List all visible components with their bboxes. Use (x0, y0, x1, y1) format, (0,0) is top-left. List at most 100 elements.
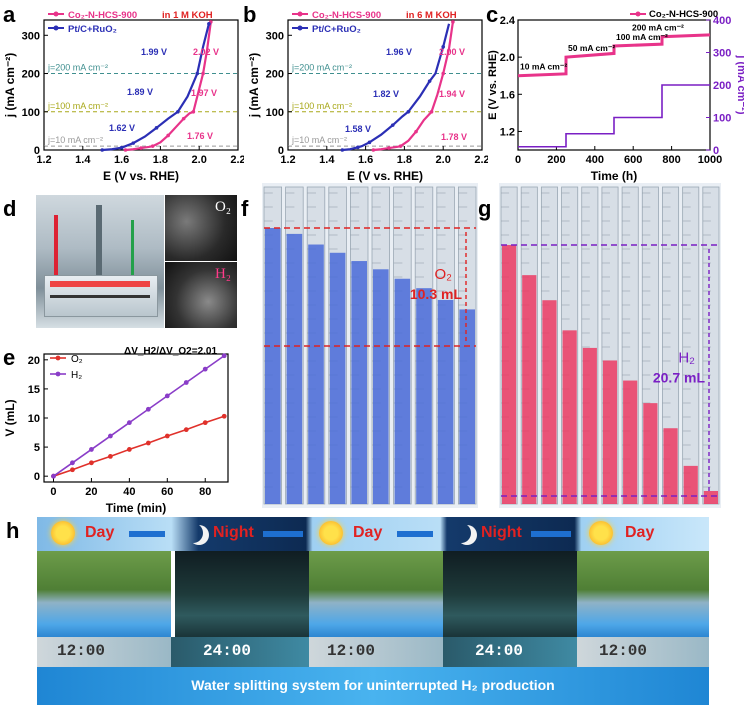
series-point (202, 420, 208, 426)
tube-liquid (562, 330, 577, 504)
x-tick-label: 1000 (698, 154, 722, 166)
arrow-right-icon (531, 531, 571, 537)
sun-icon (589, 521, 613, 545)
arrow-right-icon (129, 531, 165, 537)
moon-icon (451, 523, 471, 543)
legend-label: Pt/C+RuO₂ (68, 24, 117, 35)
annotation-label: 1.82 V (373, 89, 399, 99)
legend-marker (53, 25, 59, 31)
x-tick-label: 1.4 (319, 154, 335, 166)
tube-liquid (663, 428, 678, 504)
panel-label-f: f (241, 196, 249, 221)
series-point (107, 433, 113, 439)
chart-e-gas-volume: 0 20 40 60 80 0 5 10 15 20 Time (min) V (mL) O₂ H₂ ΔV_… (3, 346, 229, 515)
moon-icon (183, 523, 203, 543)
annotation-label: 1.76 V (187, 131, 213, 141)
annotation-label: 1.78 V (441, 132, 467, 142)
y-tick-label: 15 (28, 384, 40, 396)
annotation-label: 10 mA cm⁻² (520, 62, 567, 72)
sun-icon (319, 521, 343, 545)
reference-label: j=100 mA cm⁻² (291, 101, 352, 111)
y-tick-label: 20 (28, 355, 40, 367)
reference-label: j=10 mA cm⁻² (291, 135, 347, 145)
volume-label: 20.7 mL (653, 370, 706, 386)
x-tick-label: 1.2 (280, 154, 295, 166)
banner-caption: Water splitting system for uninterrupted… (191, 677, 555, 693)
plot-frame (43, 19, 239, 151)
reference-label: j=200 mA cm⁻² (291, 63, 352, 73)
x-tick-label: 40 (123, 486, 135, 498)
tube-liquid (265, 228, 281, 504)
tube-liquid (308, 244, 324, 504)
plot-frame (287, 19, 483, 151)
y-tick-label: 2.4 (500, 15, 516, 27)
legend-marker (55, 371, 61, 377)
series-point (191, 109, 196, 114)
series-point (166, 133, 170, 138)
series-point (398, 144, 403, 148)
series-point (340, 148, 345, 152)
clock-4 (443, 637, 577, 667)
x-tick-label: 0 (515, 154, 521, 166)
volume-label: 10.3 mL (410, 286, 463, 302)
y-tick-label: 5 (34, 442, 40, 454)
series-point (427, 79, 432, 83)
legend-marker (53, 11, 59, 17)
y-tick-label: 100 (266, 107, 284, 119)
annotation-label: 200 mA cm⁻² (632, 23, 684, 33)
panel-label-a: a (3, 2, 16, 27)
sun-icon (51, 521, 75, 545)
annotation-label: 1.96 V (386, 47, 412, 57)
banner-night-1: Night (213, 524, 254, 541)
scene-night-2 (443, 551, 577, 637)
clock-time-5: 12:00 (599, 642, 648, 660)
chart-c-stability: 0 200 400 600 800 1000 1.2 1.6 2.0 2.4 0 100 200 300 4… (488, 9, 744, 183)
arrow-right-icon (263, 531, 303, 537)
tube-liquid (643, 403, 658, 504)
photo-d-h2-label: H₂ (214, 266, 231, 282)
legend-label: Co₂-N-HCS-900 (312, 10, 381, 21)
y-tick-label: 0 (34, 471, 40, 483)
series-point (145, 440, 151, 446)
annotation-label: 1.99 V (141, 47, 167, 57)
y-right-tick-label: 400 (713, 15, 731, 27)
x-tick-label: 60 (161, 486, 173, 498)
chart-b-polarization-6M: j=200 mA cm⁻² j=100 mA cm⁻² j=10 mA cm⁻² 1.… (247, 10, 488, 183)
x-tick-label: 200 (547, 154, 565, 166)
panel-label-h: h (6, 518, 20, 543)
panel-label-b: b (243, 2, 257, 27)
tube-liquid (329, 252, 346, 504)
series-point (70, 467, 75, 473)
annotation-label: 2.02 V (193, 47, 219, 57)
clock-time-2: 24:00 (203, 642, 252, 660)
tube-liquid (623, 380, 638, 504)
tube-liquid (351, 261, 367, 504)
x-axis-label: E (V vs. RHE) (103, 169, 179, 183)
y-tick-label: 200 (266, 69, 284, 81)
series-point (70, 460, 75, 466)
x-tick-label: 2.2 (230, 154, 244, 166)
scene-day-1 (37, 551, 171, 637)
arrow-right-icon (397, 531, 433, 537)
x-tick-label: 2.0 (192, 154, 207, 166)
series-point (429, 109, 434, 114)
tube-liquid (582, 347, 597, 504)
tube-liquid (542, 300, 557, 504)
banner-day-2: Day (353, 524, 383, 541)
clock-2 (171, 637, 309, 667)
banner-h: Day Night Day Night Day 12:00 24:00 12:0… (37, 517, 709, 705)
series-point (119, 145, 124, 150)
series-point (126, 447, 132, 452)
x-tick-label: 1.4 (75, 154, 91, 166)
series-point (441, 44, 445, 49)
tube-liquid (522, 275, 537, 504)
clock-time-1: 12:00 (57, 642, 106, 660)
series-line-1 (53, 355, 225, 477)
gas-label: H₂ (678, 350, 695, 367)
x-tick-label: 80 (199, 486, 211, 498)
clock-time-4: 24:00 (475, 642, 524, 660)
photo-d-o2-label: O₂ (214, 199, 231, 215)
y-axis-label: j (mA cm⁻²) (247, 53, 261, 119)
series-point (164, 393, 170, 399)
banner-night-2: Night (481, 524, 522, 541)
